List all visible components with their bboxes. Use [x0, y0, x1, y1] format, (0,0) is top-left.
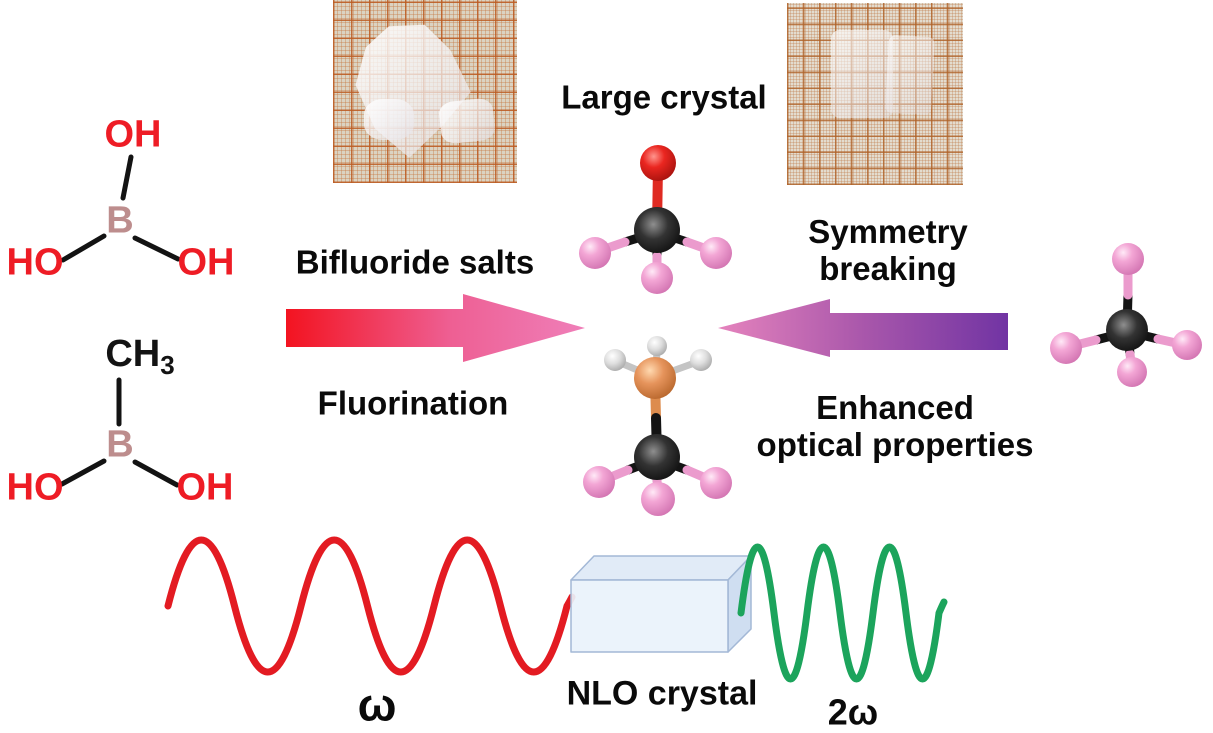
atom-white [647, 336, 667, 356]
atom-black [634, 434, 680, 480]
molecule-right [1050, 243, 1202, 387]
atom-black [1106, 309, 1148, 351]
omega-label: ω [357, 678, 397, 731]
atom-pink [1117, 357, 1147, 387]
atom-pink [700, 237, 732, 269]
two-omega-label: 2ω [827, 691, 879, 733]
atom-red [640, 145, 676, 181]
small-crystal-shape-left [364, 99, 414, 140]
boric-acid-bonds [60, 154, 181, 263]
bifluoride-salts-label: Bifluoride salts [295, 243, 535, 281]
methyl-oh-right: OH [176, 466, 234, 509]
atom-pink [1172, 330, 1202, 360]
methyl-group: CH3 [105, 333, 175, 380]
plate-crystal-shape [831, 30, 893, 118]
nlo-crystal-box [570, 555, 752, 653]
two-omega-wave [737, 543, 948, 683]
atom-orange [634, 357, 676, 399]
atom-pink [641, 482, 675, 516]
enhanced-line2: optical properties [756, 426, 1034, 463]
methylboronic-acid-bonds [59, 377, 180, 488]
large-crystal-label: Large crystal [561, 78, 767, 116]
fluorination-arrow [286, 294, 585, 362]
symmetry-breaking-arrow [718, 299, 1008, 357]
atom-pink [579, 237, 611, 269]
boric-boron: B [106, 199, 134, 242]
atom-pink [641, 262, 673, 294]
molecule-top-center [579, 145, 732, 294]
atom-pink [700, 467, 732, 499]
boric-oh-right: OH [177, 241, 235, 284]
atom-pink [1050, 332, 1082, 364]
molecule-middle-center [583, 336, 732, 516]
crystal-photo-left [333, 0, 517, 183]
atom-black [634, 207, 680, 253]
symmetry-line1: Symmetry [808, 213, 968, 250]
fluorination-label: Fluorination [317, 384, 509, 422]
methyl-ho-left: HO [6, 466, 64, 509]
symmetry-line2: breaking [819, 250, 957, 287]
boric-ho-left: HO [6, 241, 64, 284]
boric-oh-top: OH [104, 113, 162, 156]
atom-pink [583, 466, 615, 498]
omega-wave [164, 536, 576, 676]
atom-pink [1112, 243, 1144, 275]
enhanced-properties-label: Enhanced optical properties [757, 389, 1034, 463]
methyl-boron: B [106, 423, 134, 466]
symmetry-breaking-label: Symmetry breaking [808, 213, 968, 287]
crystal-photo-right [787, 3, 963, 185]
atom-white [604, 349, 626, 371]
methyl-subscript: 3 [160, 350, 175, 380]
enhanced-line1: Enhanced [816, 389, 974, 426]
atom-white [690, 349, 712, 371]
nlo-crystal-label: NLO crystal [566, 674, 758, 713]
